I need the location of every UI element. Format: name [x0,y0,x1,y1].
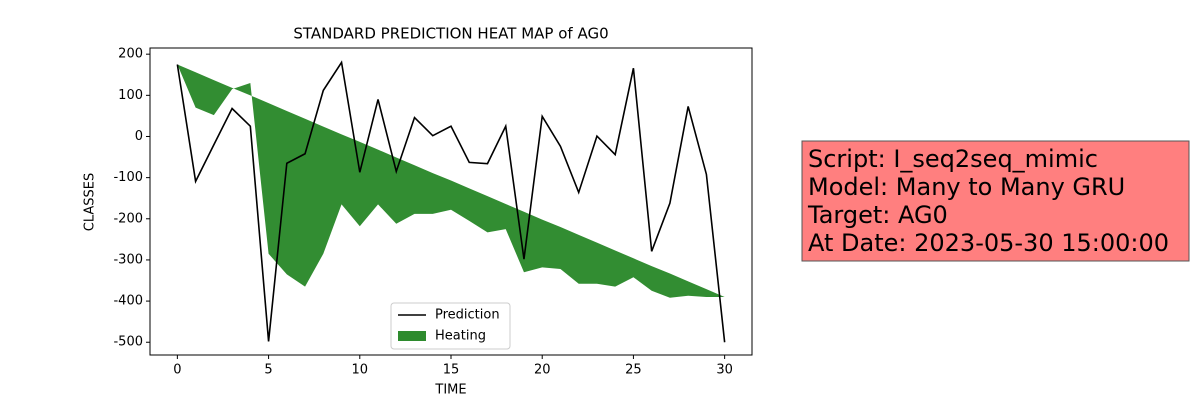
legend-label: Prediction [435,308,500,323]
prediction-line [176,60,726,343]
y-axis-label: CLASSES [83,173,98,231]
info-line: Script: I_seq2seq_mimic [808,145,1098,173]
x-axis-label: TIME [434,383,466,398]
y-tick-label: 200 [118,47,143,62]
y-tick-label: -300 [113,252,143,267]
y-tick-label: -200 [113,211,143,226]
x-tick-label: 20 [534,363,551,378]
chart-title: STANDARD PREDICTION HEAT MAP of AG0 [293,25,608,43]
x-tick-label: 15 [443,363,460,378]
x-tick-label: 10 [352,363,369,378]
y-tick-label: 100 [118,88,143,103]
x-tick-label: 25 [625,363,642,378]
x-tick-label: 30 [716,363,733,378]
legend-swatch [398,331,426,341]
x-tick-label: 0 [173,363,181,378]
y-tick-label: -500 [113,335,143,350]
info-box-bg [801,140,1190,262]
legend-label: Heating [435,329,486,344]
x-tick-label: 5 [264,363,272,378]
info-line: Target: AG0 [807,201,948,229]
y-tick-label: 0 [135,129,143,144]
y-tick-label: -100 [113,170,143,185]
y-tick-label: -400 [113,294,143,309]
info-line: At Date: 2023-05-30 15:00:00 [808,229,1169,257]
info-line: Model: Many to Many GRU [808,173,1125,201]
heating-area [177,64,725,298]
